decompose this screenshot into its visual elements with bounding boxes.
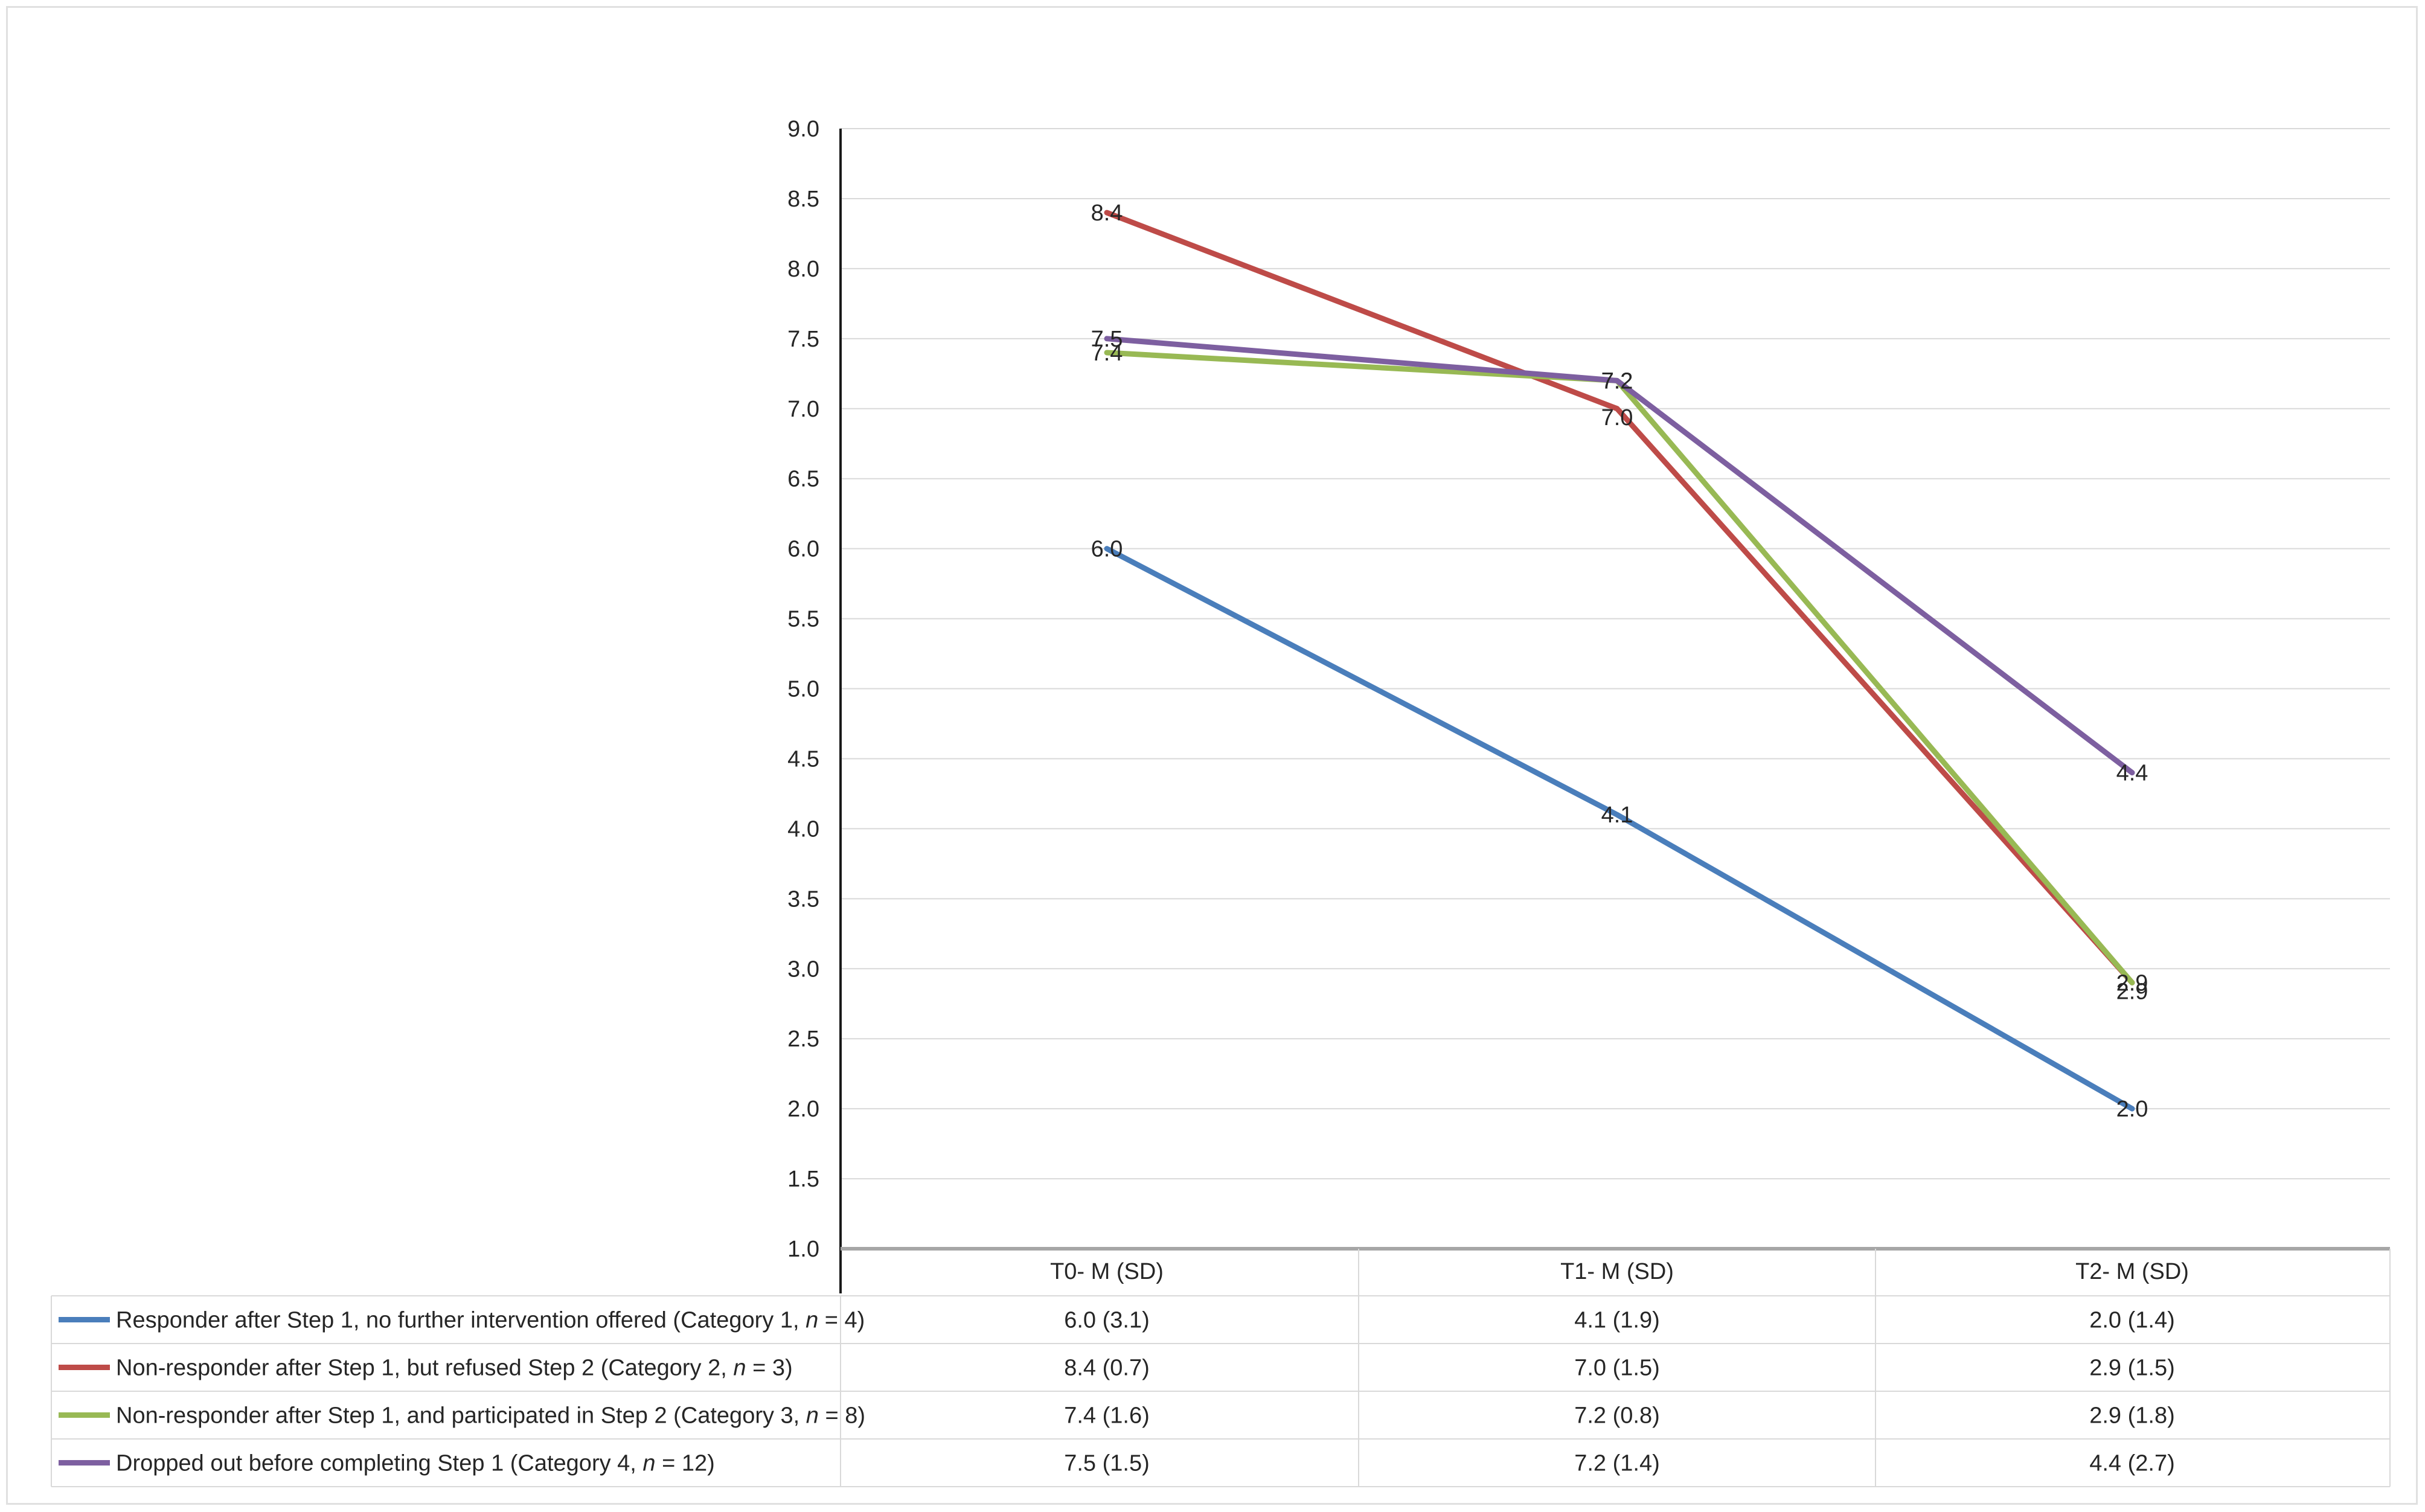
data-point — [1616, 380, 1618, 382]
y-tick-label: 1.0 — [787, 1237, 819, 1262]
y-tick-label: 6.5 — [787, 467, 819, 492]
series-line-2 — [1104, 210, 2135, 985]
series-line-4 — [1104, 336, 2135, 776]
data-point — [1616, 408, 1618, 409]
data-label: 7.5 — [1091, 327, 1123, 352]
data-point — [1106, 548, 1107, 549]
y-tick-label: 8.0 — [787, 257, 819, 282]
data-label: 2.9 — [2116, 979, 2148, 1004]
table-cell: 7.4 (1.6) — [1064, 1403, 1150, 1429]
x-tick-label: T0- M (SD) — [1050, 1259, 1164, 1284]
data-label: 7.2 — [1601, 368, 1633, 394]
data-label: 7.2 — [1601, 368, 1633, 394]
data-label: 7.0 — [1601, 405, 1633, 431]
table-cell: 7.0 (1.5) — [1574, 1356, 1660, 1381]
data-label: 4.4 — [2116, 761, 2148, 786]
table-cell: 8.4 (0.7) — [1064, 1356, 1150, 1381]
data-point — [1616, 814, 1618, 816]
x-tick-label: T2- M (SD) — [2075, 1259, 2189, 1284]
y-tick-label: 6.0 — [787, 537, 819, 562]
table-cell: 2.9 (1.8) — [2089, 1403, 2175, 1429]
data-label: 2.0 — [2116, 1097, 2148, 1122]
data-label: 6.0 — [1091, 537, 1123, 562]
data-label: 2.9 — [2116, 970, 2148, 996]
y-tick-label: 3.0 — [787, 956, 819, 982]
data-point — [1106, 338, 1107, 339]
y-tick-label: 4.0 — [787, 816, 819, 842]
data-label: 7.4 — [1091, 341, 1123, 366]
y-tick-label: 5.5 — [787, 607, 819, 632]
data-label: 4.1 — [1601, 802, 1633, 828]
y-tick-label: 3.5 — [787, 886, 819, 912]
y-tick-label: 5.0 — [787, 677, 819, 702]
y-tick-label: 2.5 — [787, 1027, 819, 1052]
y-tick-label: 2.0 — [787, 1097, 819, 1122]
table-cell: 4.1 (1.9) — [1574, 1308, 1660, 1333]
x-tick-label: T1- M (SD) — [1560, 1259, 1674, 1284]
legend-label-4: Dropped out before completing Step 1 (Ca… — [116, 1451, 715, 1476]
legend-label-2: Non-responder after Step 1, but refused … — [116, 1356, 793, 1381]
y-tick-label: 1.5 — [787, 1167, 819, 1192]
data-point — [1106, 212, 1107, 214]
table-cell: 4.4 (2.7) — [2089, 1451, 2175, 1476]
table-cell: 2.0 (1.4) — [2089, 1308, 2175, 1333]
data-point — [2132, 982, 2133, 984]
y-tick-label: 9.0 — [787, 117, 819, 142]
y-tick-label: 7.5 — [787, 327, 819, 352]
y-tick-label: 7.0 — [787, 397, 819, 422]
table-cell: 7.5 (1.5) — [1064, 1451, 1150, 1476]
table-cell: 7.2 (1.4) — [1574, 1451, 1660, 1476]
chart-frame — [6, 6, 2418, 1505]
table-cell: 2.9 (1.5) — [2089, 1356, 2175, 1381]
series-line-3 — [1104, 350, 2135, 985]
data-point — [2132, 772, 2133, 774]
y-tick-label: 4.5 — [787, 746, 819, 772]
data-point — [2132, 1108, 2133, 1110]
y-tick-label: 8.5 — [787, 187, 819, 212]
legend-label-3: Non-responder after Step 1, and particip… — [116, 1403, 865, 1429]
legend-label-1: Responder after Step 1, no further inter… — [116, 1308, 865, 1333]
data-label: 8.4 — [1091, 200, 1123, 226]
data-point — [1106, 352, 1107, 353]
table-cell: 7.2 (0.8) — [1574, 1403, 1660, 1429]
table-cell: 6.0 (3.1) — [1064, 1308, 1150, 1333]
